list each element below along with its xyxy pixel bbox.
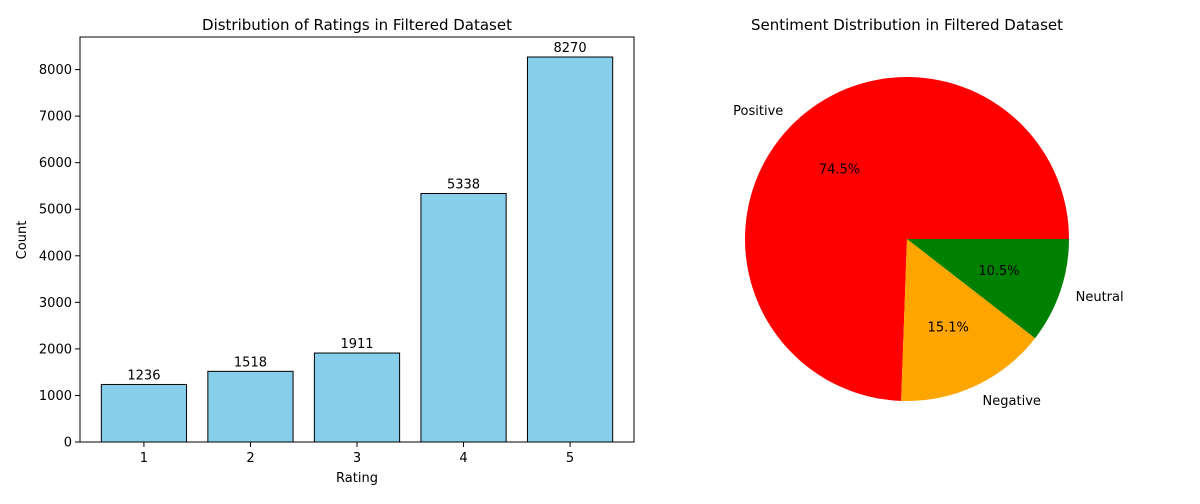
bar-chart-title: Distribution of Ratings in Filtered Data…	[202, 16, 512, 34]
y-tick-label: 1000	[39, 389, 72, 404]
y-axis-ticks: 0 1000 2000 3000 4000 5000 6000 7000 8000	[39, 63, 80, 451]
bar-rating-1	[100, 383, 188, 443]
bar-chart: Distribution of Ratings in Filtered Data…	[15, 16, 635, 486]
pie-category-label: Negative	[983, 394, 1041, 409]
bar-data-labels: 1236 1518 1911 5338 8270	[127, 41, 586, 383]
pie-category-label: Positive	[733, 104, 783, 119]
x-tick-label: 2	[246, 451, 254, 466]
y-tick-label: 3000	[39, 296, 72, 311]
bar-rating-4	[420, 193, 507, 443]
bars	[100, 56, 614, 443]
bar-rating-3	[313, 352, 401, 443]
y-tick-label: 6000	[39, 156, 72, 171]
x-tick-label: 1	[140, 451, 148, 466]
y-tick-label: 0	[64, 436, 72, 451]
bar-value-label: 1911	[340, 337, 373, 352]
x-tick-label: 5	[566, 451, 574, 466]
y-tick-label: 5000	[39, 203, 72, 218]
pie-slices	[745, 77, 1069, 401]
pie-labels: Positive 74.5% Negative 15.1% Neutral 10.5%	[733, 104, 1123, 409]
bar-rating-2	[207, 370, 294, 443]
plot-frame	[79, 36, 635, 443]
y-axis-label: Count	[15, 221, 30, 260]
pie-category-label: Neutral	[1076, 290, 1124, 305]
pie-chart-title: Sentiment Distribution in Filtered Datas…	[751, 16, 1063, 34]
pie-slice-positive	[745, 77, 1069, 401]
y-tick-label: 2000	[39, 342, 72, 357]
y-tick-label: 4000	[39, 249, 72, 264]
bar-value-label: 5338	[447, 178, 480, 193]
x-tick-label: 4	[459, 451, 467, 466]
bar-rating-5	[526, 56, 614, 443]
pie-chart: Sentiment Distribution in Filtered Datas…	[733, 16, 1123, 409]
x-axis-ticks: 1 2 3 4 5	[140, 442, 574, 466]
bar-value-label: 1518	[234, 355, 267, 370]
bar-value-label: 8270	[554, 41, 587, 56]
pie-percent-label: 15.1%	[928, 321, 969, 336]
pie-slice-neutral	[907, 239, 1069, 339]
y-tick-label: 8000	[39, 63, 72, 78]
pie-slice-negative	[901, 239, 1036, 401]
x-axis-label: Rating	[336, 471, 378, 486]
pie-percent-label: 10.5%	[978, 264, 1019, 279]
pie-percent-label: 74.5%	[819, 163, 860, 178]
x-tick-label: 3	[353, 451, 361, 466]
bar-value-label: 1236	[127, 368, 160, 383]
y-tick-label: 7000	[39, 110, 72, 125]
